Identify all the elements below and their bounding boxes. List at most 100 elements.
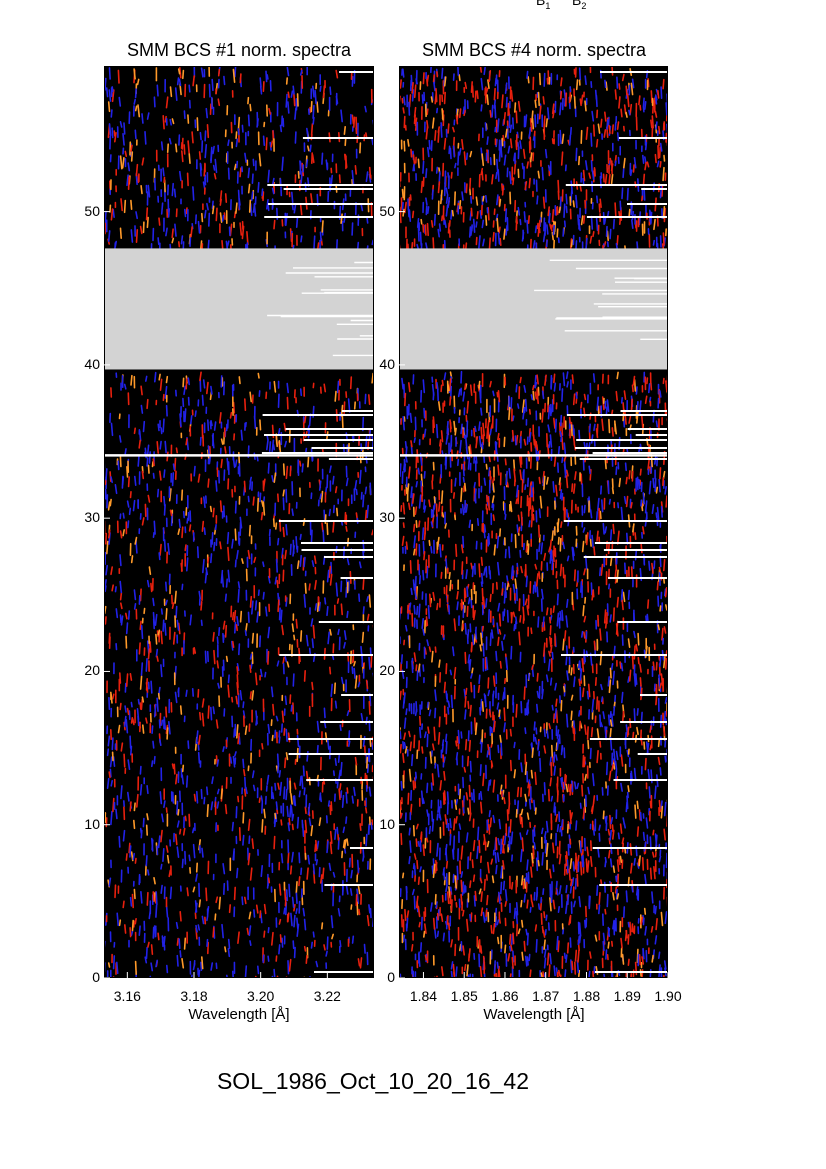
spectra-streak bbox=[403, 115, 406, 129]
spectra-streak bbox=[596, 396, 599, 411]
spectra-streak bbox=[635, 386, 638, 395]
spectra-streak bbox=[641, 956, 645, 965]
spectra-streak bbox=[499, 660, 502, 669]
spectra-streak bbox=[569, 809, 572, 825]
spectra-streak bbox=[493, 99, 496, 109]
spectra-streak bbox=[247, 611, 250, 624]
spectra-streak bbox=[411, 89, 415, 102]
spectra-streak bbox=[264, 671, 267, 678]
spectra-streak bbox=[419, 231, 423, 246]
spectra-streak bbox=[600, 879, 603, 886]
spectra-streak bbox=[425, 836, 429, 843]
spectra-streak bbox=[512, 950, 515, 963]
spectra-streak bbox=[274, 782, 277, 791]
spectra-streak bbox=[399, 730, 402, 740]
spectra-streak bbox=[262, 561, 265, 568]
spectra-streak bbox=[227, 947, 231, 958]
spectra-streak bbox=[481, 153, 485, 167]
spectra-streak bbox=[581, 784, 584, 797]
spectra-streak bbox=[332, 770, 335, 777]
spectra-streak bbox=[123, 715, 127, 728]
spectra-streak bbox=[526, 605, 530, 616]
spectra-streak bbox=[481, 625, 484, 632]
spectra-streak bbox=[303, 669, 306, 682]
spectra-streak bbox=[590, 726, 594, 738]
spectra-streak bbox=[485, 598, 488, 608]
spectra-streak bbox=[589, 747, 592, 760]
spectra-streak bbox=[280, 819, 283, 826]
spectra-streak bbox=[510, 645, 513, 660]
spectra-streak bbox=[615, 769, 618, 780]
spectra-streak bbox=[328, 862, 332, 872]
spectra-streak bbox=[214, 158, 218, 174]
spectra-streak bbox=[219, 212, 223, 223]
spectra-streak bbox=[466, 755, 470, 767]
spectra-streak bbox=[599, 651, 603, 666]
spectra-streak bbox=[124, 150, 128, 157]
spectra-streak bbox=[160, 863, 163, 870]
spectra-streak bbox=[439, 543, 442, 558]
spectra-streak bbox=[524, 398, 528, 412]
spectra-streak bbox=[120, 742, 124, 752]
spectra-streak bbox=[655, 512, 658, 519]
spectra-streak bbox=[285, 728, 288, 743]
spectra-streak bbox=[290, 805, 294, 820]
spectra-streak bbox=[414, 775, 417, 782]
spectra-streak bbox=[286, 661, 290, 668]
spectra-streak bbox=[428, 646, 432, 653]
spectra-streak bbox=[535, 857, 539, 872]
spectra-streak bbox=[563, 781, 566, 790]
spectra-streak bbox=[476, 517, 480, 527]
spectra-streak bbox=[502, 880, 506, 891]
spectra-streak bbox=[659, 605, 662, 612]
spectra-streak bbox=[122, 529, 126, 537]
spectra-streak bbox=[628, 470, 631, 480]
spectra-streak bbox=[543, 948, 547, 958]
spectra-streak bbox=[326, 522, 329, 536]
spectra-streak bbox=[219, 541, 222, 550]
spectra-streak bbox=[313, 235, 316, 250]
spectra-streak bbox=[578, 922, 582, 937]
spectra-streak bbox=[486, 894, 489, 906]
spectra-streak bbox=[311, 681, 314, 691]
spectra-streak bbox=[185, 775, 189, 788]
spectra-streak bbox=[497, 936, 500, 945]
spectra-streak bbox=[432, 917, 436, 930]
spectra-streak bbox=[212, 164, 216, 171]
spectra-streak bbox=[139, 783, 143, 796]
spectra-streak bbox=[146, 891, 149, 906]
spectra-streak bbox=[130, 930, 134, 937]
spectra-streak bbox=[561, 422, 564, 437]
spectra-streak bbox=[147, 184, 151, 198]
spectra-streak bbox=[249, 595, 253, 608]
spectra-streak bbox=[474, 488, 477, 502]
spectra-streak bbox=[109, 756, 113, 768]
spectra-streak bbox=[597, 123, 601, 134]
spectra-streak bbox=[555, 754, 558, 761]
spectra-streak bbox=[412, 154, 416, 166]
spectra-streak bbox=[452, 492, 456, 499]
spectra-streak bbox=[140, 404, 144, 414]
spectra-streak bbox=[201, 956, 204, 970]
spectra-streak bbox=[584, 75, 587, 86]
spectra-streak bbox=[582, 215, 586, 224]
spectra-streak bbox=[663, 960, 667, 970]
spectra-streak bbox=[314, 603, 318, 611]
spectra-streak bbox=[611, 763, 614, 772]
spectra-streak bbox=[495, 836, 498, 851]
spectra-streak bbox=[139, 765, 142, 775]
spectra-streak bbox=[168, 720, 171, 735]
spectra-streak bbox=[120, 198, 124, 212]
spectra-streak bbox=[489, 593, 492, 603]
spectra-streak bbox=[501, 640, 504, 651]
spectra-streak bbox=[139, 588, 142, 602]
spectra-streak bbox=[150, 837, 154, 852]
spectra-streak bbox=[611, 427, 614, 437]
spectra-streak bbox=[499, 734, 502, 743]
spectra-streak bbox=[608, 124, 611, 134]
spectra-streak bbox=[479, 210, 482, 219]
spectra-streak bbox=[650, 925, 654, 933]
spectra-streak bbox=[196, 117, 199, 132]
spectra-streak bbox=[198, 590, 201, 600]
spectra-streak bbox=[481, 729, 484, 744]
